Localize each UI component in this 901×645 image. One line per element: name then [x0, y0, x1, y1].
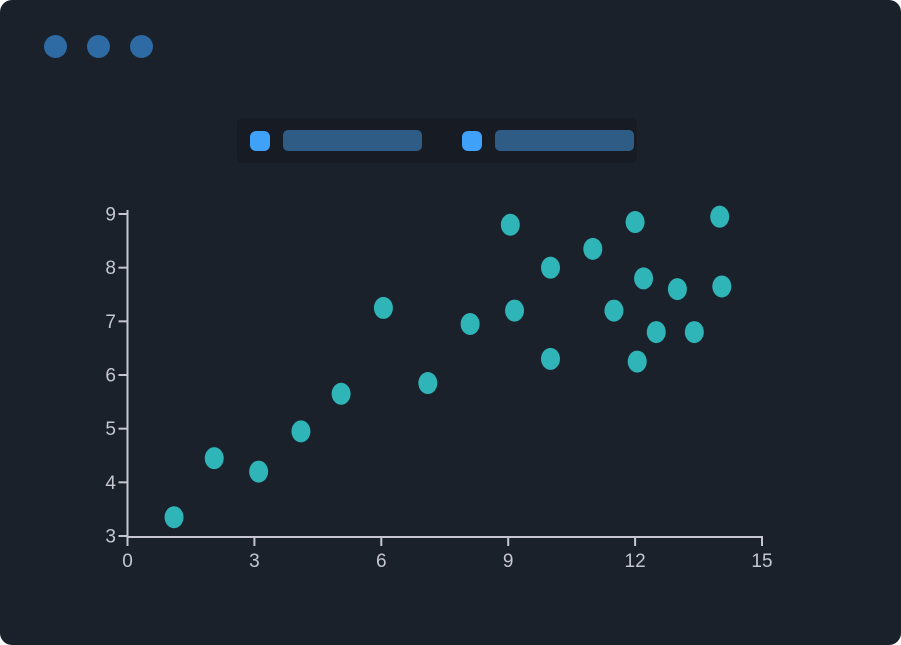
- scatter-point: [634, 267, 654, 290]
- scatter-point: [646, 321, 666, 344]
- scatter-point: [164, 506, 184, 529]
- scatter-point: [625, 211, 645, 234]
- window-control-dot[interactable]: [130, 35, 153, 58]
- x-tick-label: 9: [503, 551, 514, 572]
- y-tick-label: 3: [105, 527, 116, 548]
- x-tick-label: 15: [751, 551, 772, 572]
- scatter-point: [331, 382, 351, 405]
- x-tick-label: 0: [122, 551, 133, 572]
- scatter-point: [710, 205, 730, 228]
- x-tick-label: 6: [376, 551, 387, 572]
- scatter-point: [684, 321, 704, 344]
- legend-label-placeholder: [283, 130, 422, 151]
- chart-toolbar: [237, 118, 637, 163]
- window-control-dot[interactable]: [44, 35, 67, 58]
- scatter-point: [418, 372, 438, 395]
- scatter-point: [460, 313, 480, 336]
- legend-swatch-icon: [250, 130, 270, 151]
- legend-item-1[interactable]: [250, 130, 422, 151]
- y-tick-label: 8: [105, 258, 116, 279]
- scatter-point: [583, 237, 603, 260]
- scatter-point: [505, 299, 525, 322]
- y-tick-label: 6: [105, 366, 116, 387]
- y-tick-label: 5: [105, 419, 116, 440]
- scatter-point: [249, 460, 269, 483]
- legend-swatch-icon: [462, 130, 482, 151]
- legend-item-2[interactable]: [462, 130, 634, 151]
- scatter-point: [667, 278, 687, 301]
- scatter-point: [500, 213, 520, 236]
- scatter-point: [541, 256, 560, 279]
- legend-label-placeholder: [495, 130, 634, 151]
- scatter-point: [712, 275, 732, 298]
- window-control-dot[interactable]: [87, 35, 110, 58]
- scatter-point: [541, 347, 560, 370]
- x-tick-label: 3: [249, 551, 260, 572]
- scatter-point: [291, 420, 311, 443]
- scatter-point: [204, 447, 224, 470]
- scatter-point: [627, 350, 647, 373]
- y-tick-label: 9: [105, 205, 116, 226]
- y-tick-label: 4: [105, 473, 116, 494]
- y-tick-label: 7: [105, 312, 116, 333]
- window-controls: [44, 35, 153, 58]
- scatter-point: [604, 299, 624, 322]
- scatter-point: [373, 296, 393, 319]
- x-tick-label: 12: [625, 551, 646, 572]
